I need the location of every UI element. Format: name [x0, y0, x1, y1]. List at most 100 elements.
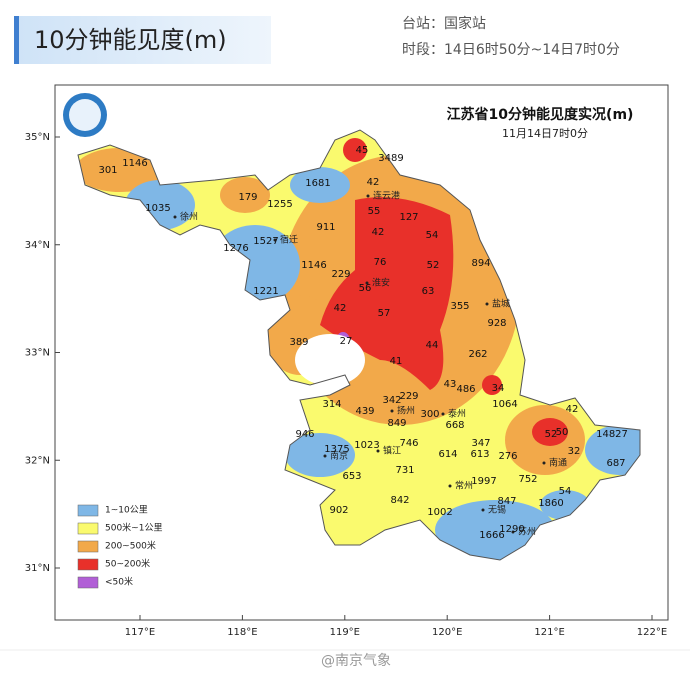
city-label: 南通 — [549, 457, 567, 469]
station-value: 52 — [545, 429, 558, 440]
watermark: @南京气象 — [321, 653, 391, 669]
station-value: 50 — [556, 427, 569, 438]
station-value: 42 — [367, 177, 380, 188]
city-label: 徐州 — [180, 211, 198, 223]
station-value: 668 — [445, 420, 464, 431]
station-value: 613 — [470, 449, 489, 460]
station-value: 43 — [444, 379, 457, 390]
station-value: 44 — [426, 340, 439, 351]
header-title: 10分钟能见度(m) — [34, 26, 227, 54]
city-dot — [481, 508, 485, 512]
city-dot — [323, 454, 327, 458]
station-value: 849 — [387, 418, 406, 429]
station-value: 56 — [359, 283, 372, 294]
station-value: 894 — [471, 258, 490, 269]
station-value: 127 — [399, 212, 418, 223]
station-value: 1527 — [253, 236, 278, 247]
lon-label: 117°E — [125, 627, 155, 638]
map-layer: 35°N 34°N 33°N 32°N 31°N 117°E 118°E 119°E 120°E… — [25, 132, 667, 638]
station-value: 54 — [559, 486, 572, 497]
city-dot — [376, 449, 380, 453]
station-value: 276 — [498, 451, 517, 462]
station-value: 1375 — [324, 444, 349, 455]
station-value: 1023 — [354, 440, 379, 451]
legend-swatch — [77, 558, 99, 571]
station-value: 1146 — [122, 158, 147, 169]
legend-label: 1~10公里 — [105, 505, 148, 516]
station-value: 847 — [497, 496, 516, 507]
station-value: 614 — [438, 449, 457, 460]
station-value: 928 — [487, 318, 506, 329]
header-period: 时段：14日6时50分~14日7时0分 — [402, 42, 620, 58]
logo-inner — [69, 99, 101, 131]
station-value: 355 — [450, 301, 469, 312]
city-label: 盐城 — [492, 298, 510, 310]
city-dot — [365, 281, 369, 285]
station-value: 1064 — [492, 399, 517, 410]
station-value: 27 — [340, 336, 353, 347]
station-value: 229 — [331, 269, 350, 280]
station-value: 911 — [316, 222, 335, 233]
lat-label: 31°N — [25, 563, 50, 574]
station-value: 54 — [426, 230, 439, 241]
station-value: 179 — [238, 192, 257, 203]
header-station: 台站：国家站 — [402, 15, 486, 32]
legend-label: 500米~1公里 — [105, 522, 162, 534]
station-value: 347 — [471, 438, 490, 449]
city-label: 南京 — [330, 450, 348, 462]
city-label: 无锡 — [488, 505, 506, 516]
station-value: 389 — [289, 337, 308, 348]
station-value: 14827 — [596, 429, 628, 440]
city-label: 淮安 — [372, 277, 390, 289]
city-label: 泰州 — [448, 408, 466, 420]
station-value: 3489 — [378, 153, 403, 164]
legend-swatch — [77, 522, 99, 535]
station-value: 1255 — [267, 199, 292, 210]
lat-label: 35°N — [25, 132, 50, 143]
station-value: 342 — [382, 395, 401, 406]
city-dot — [390, 409, 394, 413]
station-value: 41 — [390, 356, 403, 367]
station-value: 439 — [355, 406, 374, 417]
city-label: 连云港 — [373, 190, 400, 202]
city-label: 苏州 — [518, 526, 536, 538]
station-value: 1002 — [427, 507, 452, 518]
lon-label: 119°E — [330, 627, 360, 638]
city-dot — [366, 194, 370, 198]
legend-swatch — [77, 576, 99, 589]
station-value: 842 — [390, 495, 409, 506]
station-value: 63 — [422, 286, 435, 297]
station-value: 314 — [322, 399, 341, 410]
legend-label: <50米 — [105, 576, 133, 588]
station-value: 1860 — [538, 498, 563, 509]
city-label: 镇江 — [383, 445, 401, 457]
station-value: 52 — [427, 260, 440, 271]
lon-label: 122°E — [637, 627, 667, 638]
station-value: 902 — [329, 505, 348, 516]
station-value: 1221 — [253, 286, 278, 297]
city-dot — [441, 412, 445, 416]
station-value: 746 — [399, 438, 418, 449]
city-label: 宿迁 — [280, 234, 298, 246]
station-value: 300 — [420, 409, 439, 420]
legend-label: 50~200米 — [105, 558, 150, 570]
station-value: 1681 — [305, 178, 330, 189]
legend-label: 200~500米 — [105, 540, 156, 552]
station-value: 42 — [372, 227, 385, 238]
station-value: 34 — [492, 383, 505, 394]
lon-label: 118°E — [227, 627, 257, 638]
station-value: 731 — [395, 465, 414, 476]
map-title: 江苏省10分钟能见度实况(m) — [447, 106, 634, 123]
city-label: 常州 — [455, 480, 473, 492]
lon-label: 121°E — [534, 627, 564, 638]
city-dot — [273, 238, 277, 242]
legend-swatch — [77, 540, 99, 553]
lat-label: 32°N — [25, 455, 50, 466]
station-value: 946 — [295, 429, 314, 440]
station-value: 45 — [356, 145, 369, 156]
city-dot — [542, 461, 546, 465]
station-value: 1666 — [479, 530, 504, 541]
lat-label: 33°N — [25, 348, 50, 359]
station-value: 1290 — [499, 524, 524, 535]
